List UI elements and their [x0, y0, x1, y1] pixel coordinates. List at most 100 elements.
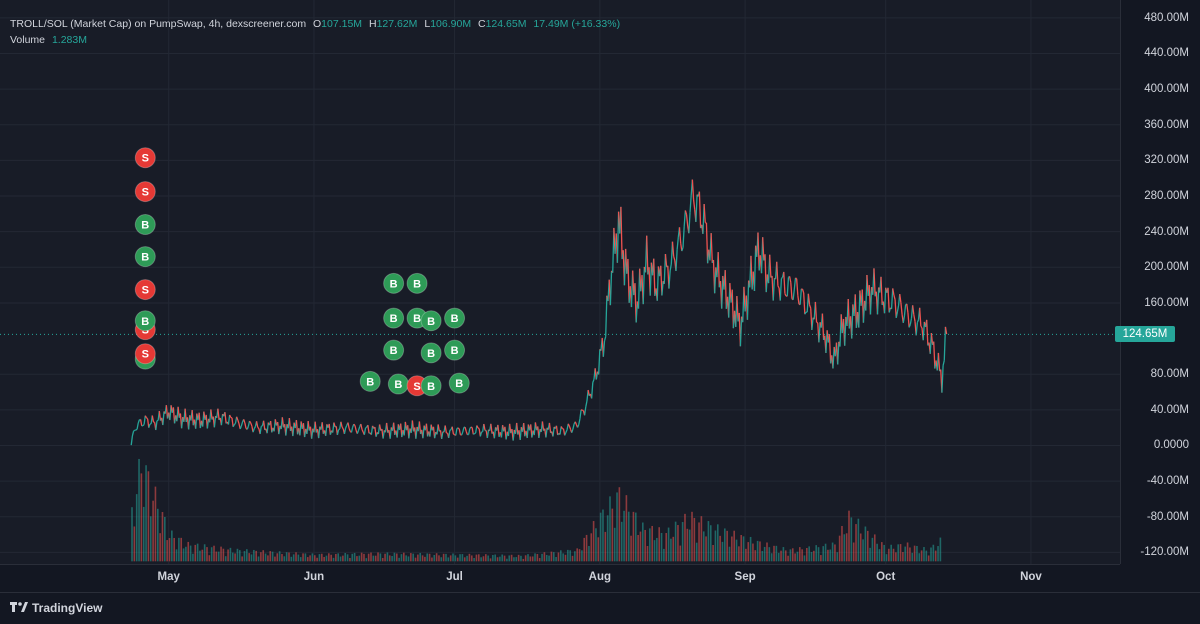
volume-bar: [319, 554, 321, 561]
volume-bar: [239, 550, 241, 561]
volume-bar: [452, 553, 454, 561]
volume-bar: [244, 551, 246, 561]
volume-bar: [145, 465, 147, 561]
price-segment: [780, 278, 781, 300]
price-segment: [346, 425, 347, 428]
price-segment: [553, 427, 554, 437]
volume-bar: [272, 552, 274, 562]
volume-bar: [251, 554, 253, 561]
volume-bar: [391, 556, 393, 561]
price-segment: [452, 427, 453, 434]
volume-bar: [930, 547, 932, 561]
y-tick-label: 480.00M: [1144, 12, 1189, 24]
volume-bar: [537, 554, 539, 561]
volume-bar: [370, 553, 372, 562]
chart-plot-area[interactable]: SSBBSSBBSBBBBBBBBBBBSBB: [0, 0, 1120, 564]
price-segment: [237, 417, 238, 420]
x-tick-label: Oct: [876, 571, 895, 583]
volume-bar: [729, 547, 731, 562]
volume-bar: [267, 555, 269, 561]
volume-bar: [567, 550, 569, 561]
volume-bar: [804, 555, 806, 561]
volume-bar: [747, 542, 749, 561]
price-segment: [152, 416, 153, 422]
volume-bar: [553, 552, 555, 561]
volume-bar: [314, 555, 316, 561]
volume-bar: [851, 517, 853, 561]
footer-bar: TradingView: [0, 592, 1200, 624]
volume-bar: [684, 514, 686, 561]
price-segment: [484, 424, 485, 431]
volume-bar: [733, 531, 735, 562]
volume-bar: [157, 509, 159, 562]
volume-bar: [269, 551, 271, 561]
volume-bar: [790, 549, 792, 561]
price-segment: [358, 427, 359, 431]
volume-bar: [358, 556, 360, 562]
volume-bar: [579, 549, 581, 561]
volume-bar: [527, 554, 529, 561]
volume-bar: [405, 555, 407, 561]
volume-bar: [757, 541, 759, 561]
volume-bar: [241, 556, 243, 561]
volume-bar: [705, 536, 707, 561]
volume-bar: [375, 556, 377, 562]
price-segment: [791, 283, 792, 299]
volume-bar: [612, 509, 614, 562]
price-segment: [472, 428, 473, 435]
price-segment: [605, 337, 606, 341]
price-segment: [241, 422, 242, 426]
volume-bar: [192, 554, 194, 562]
volume-bar: [600, 513, 602, 562]
volume-bar: [389, 555, 391, 561]
volume-bar: [441, 557, 443, 561]
volume-bar: [448, 557, 450, 561]
price-segment: [449, 430, 450, 438]
y-tick-label: -40.00M: [1147, 475, 1189, 487]
x-tick-label: Sep: [735, 571, 756, 583]
price-segment: [357, 430, 358, 433]
volume-bar: [679, 546, 681, 562]
price-segment: [795, 278, 796, 279]
price-segment: [696, 195, 697, 222]
price-segment: [257, 421, 258, 427]
volume-bar: [164, 517, 166, 561]
volume-bar: [616, 492, 618, 561]
marker-label: B: [413, 278, 421, 290]
price-segment: [539, 429, 540, 438]
volume-bar: [630, 536, 632, 562]
marker-label: S: [413, 381, 420, 393]
price-segment: [387, 423, 388, 433]
volume-bar: [237, 549, 239, 562]
tradingview-logo[interactable]: TradingView: [10, 601, 102, 615]
volume-bar: [590, 533, 592, 561]
volume-bar: [337, 553, 339, 561]
price-segment: [908, 313, 909, 328]
volume-bar: [274, 557, 276, 562]
volume-bar: [560, 550, 562, 561]
volume-bar: [715, 531, 717, 562]
volume-bar: [918, 553, 920, 561]
volume-bar: [719, 536, 721, 561]
volume-bar: [862, 539, 864, 561]
volume-bar: [255, 551, 257, 561]
volume-bar: [539, 558, 541, 561]
price-segment: [470, 427, 471, 429]
volume-bar: [480, 557, 482, 561]
volume-bar: [234, 553, 236, 561]
volume-bar: [914, 546, 916, 562]
price-segment: [569, 426, 570, 429]
volume-bar: [433, 555, 435, 561]
close-label: C: [478, 18, 486, 30]
volume-bar: [614, 528, 616, 562]
volume-value: 1.283M: [52, 34, 87, 46]
y-tick-label: 400.00M: [1144, 83, 1189, 95]
volume-bar: [895, 552, 897, 561]
volume-bar: [291, 557, 293, 562]
volume-bar: [347, 554, 349, 561]
x-tick-label: Jun: [304, 571, 324, 583]
marker-label: B: [141, 252, 149, 264]
price-segment: [888, 288, 889, 313]
